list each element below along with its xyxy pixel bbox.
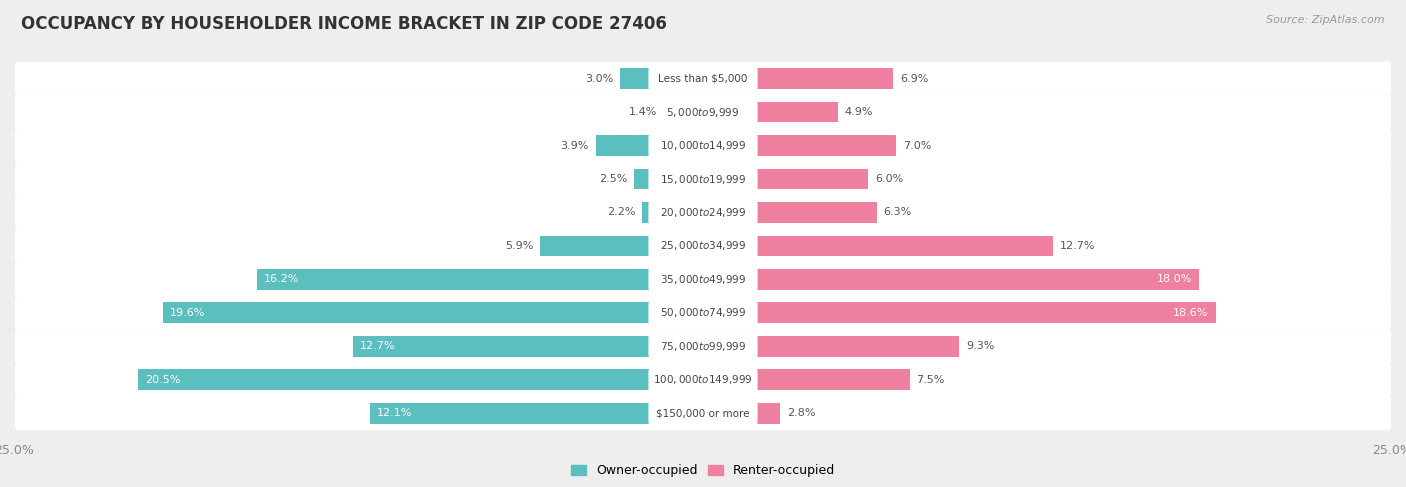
Text: 3.0%: 3.0% bbox=[585, 74, 613, 84]
FancyBboxPatch shape bbox=[648, 134, 758, 157]
Text: $20,000 to $24,999: $20,000 to $24,999 bbox=[659, 206, 747, 219]
FancyBboxPatch shape bbox=[648, 268, 758, 291]
Text: $100,000 to $149,999: $100,000 to $149,999 bbox=[654, 373, 752, 386]
Text: 3.9%: 3.9% bbox=[560, 141, 589, 150]
Text: 1.4%: 1.4% bbox=[628, 107, 658, 117]
FancyBboxPatch shape bbox=[15, 195, 1391, 229]
Bar bbox=[703, 202, 876, 223]
Text: 12.7%: 12.7% bbox=[1060, 241, 1095, 251]
Text: $10,000 to $14,999: $10,000 to $14,999 bbox=[659, 139, 747, 152]
Text: $75,000 to $99,999: $75,000 to $99,999 bbox=[659, 340, 747, 353]
Legend: Owner-occupied, Renter-occupied: Owner-occupied, Renter-occupied bbox=[567, 459, 839, 482]
FancyBboxPatch shape bbox=[648, 168, 758, 190]
FancyBboxPatch shape bbox=[648, 201, 758, 224]
FancyBboxPatch shape bbox=[648, 301, 758, 324]
Bar bbox=[703, 169, 869, 189]
Bar bbox=[703, 269, 1199, 290]
FancyBboxPatch shape bbox=[15, 262, 1391, 297]
Text: 6.9%: 6.9% bbox=[900, 74, 928, 84]
Bar bbox=[634, 169, 703, 189]
Text: 12.7%: 12.7% bbox=[360, 341, 395, 351]
Text: 18.0%: 18.0% bbox=[1157, 274, 1192, 284]
Text: Less than $5,000: Less than $5,000 bbox=[658, 74, 748, 84]
Text: 6.0%: 6.0% bbox=[876, 174, 904, 184]
Bar bbox=[163, 302, 703, 323]
Text: 19.6%: 19.6% bbox=[170, 308, 205, 318]
Text: 2.8%: 2.8% bbox=[787, 408, 815, 418]
Text: 9.3%: 9.3% bbox=[966, 341, 994, 351]
FancyBboxPatch shape bbox=[648, 335, 758, 358]
Text: 6.3%: 6.3% bbox=[883, 207, 911, 218]
Text: $35,000 to $49,999: $35,000 to $49,999 bbox=[659, 273, 747, 286]
Bar bbox=[703, 302, 1216, 323]
Text: 2.5%: 2.5% bbox=[599, 174, 627, 184]
FancyBboxPatch shape bbox=[648, 368, 758, 391]
Text: 7.0%: 7.0% bbox=[903, 141, 931, 150]
FancyBboxPatch shape bbox=[15, 329, 1391, 363]
FancyBboxPatch shape bbox=[15, 95, 1391, 129]
FancyBboxPatch shape bbox=[15, 229, 1391, 263]
Bar bbox=[643, 202, 703, 223]
Text: 7.5%: 7.5% bbox=[917, 375, 945, 385]
Text: $5,000 to $9,999: $5,000 to $9,999 bbox=[666, 106, 740, 119]
Bar bbox=[540, 236, 703, 256]
Bar bbox=[370, 403, 703, 424]
Text: $15,000 to $19,999: $15,000 to $19,999 bbox=[659, 172, 747, 186]
Bar bbox=[703, 68, 893, 89]
FancyBboxPatch shape bbox=[15, 61, 1391, 96]
Text: 4.9%: 4.9% bbox=[845, 107, 873, 117]
Text: $50,000 to $74,999: $50,000 to $74,999 bbox=[659, 306, 747, 319]
Text: Source: ZipAtlas.com: Source: ZipAtlas.com bbox=[1267, 15, 1385, 25]
Bar bbox=[703, 135, 896, 156]
Bar bbox=[703, 102, 838, 123]
Bar bbox=[703, 336, 959, 356]
Bar bbox=[620, 68, 703, 89]
Text: OCCUPANCY BY HOUSEHOLDER INCOME BRACKET IN ZIP CODE 27406: OCCUPANCY BY HOUSEHOLDER INCOME BRACKET … bbox=[21, 15, 666, 33]
FancyBboxPatch shape bbox=[648, 67, 758, 90]
Bar bbox=[703, 236, 1053, 256]
Text: $150,000 or more: $150,000 or more bbox=[657, 408, 749, 418]
FancyBboxPatch shape bbox=[15, 162, 1391, 196]
Text: 5.9%: 5.9% bbox=[505, 241, 533, 251]
FancyBboxPatch shape bbox=[15, 396, 1391, 431]
Bar bbox=[138, 369, 703, 390]
Bar bbox=[665, 102, 703, 123]
Text: 12.1%: 12.1% bbox=[377, 408, 412, 418]
Bar bbox=[256, 269, 703, 290]
FancyBboxPatch shape bbox=[15, 363, 1391, 397]
FancyBboxPatch shape bbox=[15, 129, 1391, 163]
Text: 2.2%: 2.2% bbox=[607, 207, 636, 218]
Text: $25,000 to $34,999: $25,000 to $34,999 bbox=[659, 240, 747, 252]
Bar bbox=[596, 135, 703, 156]
Text: 18.6%: 18.6% bbox=[1173, 308, 1209, 318]
Text: 16.2%: 16.2% bbox=[263, 274, 299, 284]
Text: 20.5%: 20.5% bbox=[145, 375, 180, 385]
Bar bbox=[703, 403, 780, 424]
Bar bbox=[703, 369, 910, 390]
FancyBboxPatch shape bbox=[648, 402, 758, 425]
Bar bbox=[353, 336, 703, 356]
FancyBboxPatch shape bbox=[15, 296, 1391, 330]
FancyBboxPatch shape bbox=[648, 234, 758, 258]
FancyBboxPatch shape bbox=[648, 101, 758, 124]
